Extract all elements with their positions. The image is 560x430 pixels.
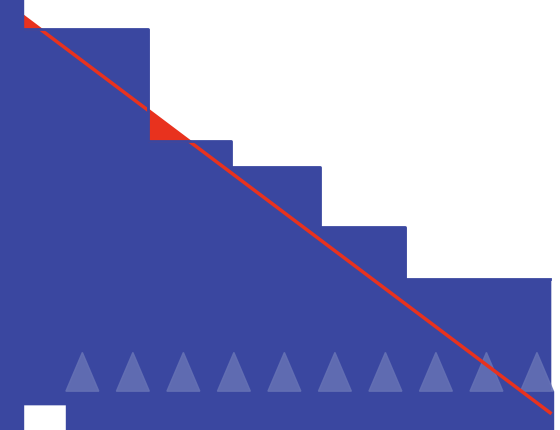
Polygon shape — [116, 353, 150, 391]
Polygon shape — [369, 353, 402, 391]
Polygon shape — [470, 353, 503, 391]
Polygon shape — [217, 353, 250, 391]
Polygon shape — [419, 353, 452, 391]
Polygon shape — [167, 353, 200, 391]
Polygon shape — [268, 353, 301, 391]
Polygon shape — [66, 353, 99, 391]
Polygon shape — [319, 353, 351, 391]
Polygon shape — [520, 353, 553, 391]
